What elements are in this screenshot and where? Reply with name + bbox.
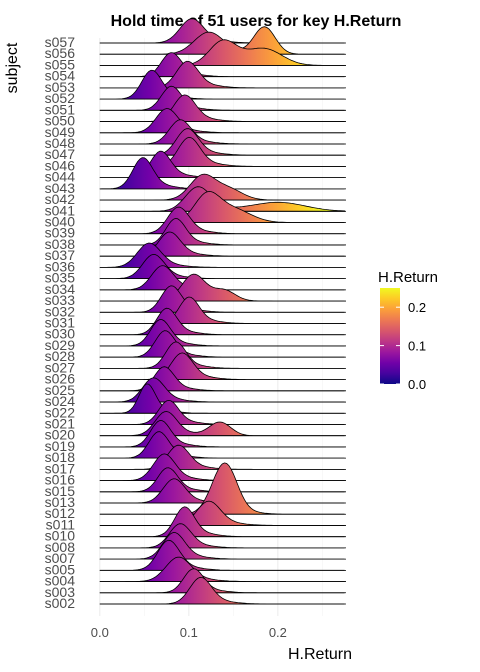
y-tick-label: s031 xyxy=(45,315,76,331)
y-tick-label: s013 xyxy=(45,494,76,510)
legend-tick-label: 0.1 xyxy=(408,339,426,354)
ridge-s055 xyxy=(99,39,345,66)
y-tick-label: s027 xyxy=(45,359,76,375)
y-tick-label: s024 xyxy=(45,393,76,409)
y-tick-label: s019 xyxy=(45,438,76,454)
y-tick-label: s044 xyxy=(45,169,76,185)
y-tick-label: s054 xyxy=(45,68,76,84)
chart-title: Hold time of 51 users for key H.Return xyxy=(111,13,402,30)
y-tick-label: s030 xyxy=(45,326,76,342)
y-tick-label: s029 xyxy=(45,337,76,353)
y-tick-label: s007 xyxy=(45,550,76,566)
y-tick-label: s036 xyxy=(45,258,76,274)
y-tick-label: s032 xyxy=(45,303,76,319)
y-tick-label: s016 xyxy=(45,472,76,488)
y-tick-label: s015 xyxy=(45,483,76,499)
y-tick-label: s052 xyxy=(45,90,76,106)
y-tick-label: s043 xyxy=(45,180,76,196)
y-tick-label: s051 xyxy=(45,101,76,117)
x-tick-label: 0.1 xyxy=(180,625,198,640)
y-tick-label: s047 xyxy=(45,146,76,162)
y-tick-label: s046 xyxy=(45,157,76,173)
y-tick-label: s021 xyxy=(45,416,76,432)
y-tick-label: s003 xyxy=(45,584,76,600)
legend-ticks: 0.0 0.1 0.2 xyxy=(380,300,426,392)
x-tick-labels: 0.0 0.1 0.2 xyxy=(91,625,287,640)
y-tick-label: s041 xyxy=(45,202,76,218)
y-tick-label: s022 xyxy=(45,404,76,420)
y-tick-label: s039 xyxy=(45,225,76,241)
y-tick-label: s011 xyxy=(46,517,76,533)
ridge-s005 xyxy=(99,539,345,571)
x-tick-label: 0.2 xyxy=(269,625,287,640)
ridge-s052 xyxy=(99,69,345,100)
legend: H.Return 0.0 0.1 0.2 xyxy=(378,269,438,392)
y-tick-label: s034 xyxy=(45,281,76,297)
ridge-s046 xyxy=(99,136,345,167)
y-tick-label: s057 xyxy=(45,34,76,50)
x-tick-label: 0.0 xyxy=(91,625,109,640)
y-tick-label: s050 xyxy=(45,113,76,129)
y-tick-label: s004 xyxy=(45,573,76,589)
y-tick-label: s025 xyxy=(45,382,76,398)
y-tick-label: s018 xyxy=(45,449,76,465)
y-tick-label: s042 xyxy=(45,191,76,207)
legend-tick-label: 0.2 xyxy=(408,300,426,315)
ridge-s020 xyxy=(99,411,345,437)
ridge-s036 xyxy=(99,242,345,268)
ridges xyxy=(99,18,346,605)
y-tick-label: s010 xyxy=(45,528,76,544)
y-tick-label: s049 xyxy=(45,124,76,140)
y-tick-label: s035 xyxy=(45,270,76,286)
legend-tick-label: 0.0 xyxy=(408,377,426,392)
y-tick-labels: s002s003s004s005s007s008s010s011s012s013… xyxy=(45,34,76,611)
legend-colorbar xyxy=(380,288,400,384)
y-tick-label: s020 xyxy=(45,427,76,443)
y-tick-label: s002 xyxy=(45,595,76,611)
y-tick-label: s005 xyxy=(45,561,76,577)
y-tick-label: s038 xyxy=(45,236,76,252)
y-tick-label: s040 xyxy=(45,214,76,230)
ridge-s012 xyxy=(99,462,345,515)
y-tick-label: s017 xyxy=(45,460,76,476)
legend-title: H.Return xyxy=(378,269,438,286)
y-axis-label: subject xyxy=(4,42,21,93)
ridge-s004 xyxy=(99,556,345,582)
y-tick-label: s055 xyxy=(45,56,76,72)
gridlines xyxy=(99,38,323,616)
y-tick-label: s028 xyxy=(45,348,76,364)
y-tick-label: s012 xyxy=(45,505,76,521)
y-tick-label: s033 xyxy=(45,292,76,308)
y-tick-label: s026 xyxy=(45,371,76,387)
y-tick-label: s053 xyxy=(45,79,76,95)
y-tick-label: s037 xyxy=(45,247,76,263)
y-tick-label: s008 xyxy=(45,539,76,555)
y-tick-label: s048 xyxy=(45,135,76,151)
x-axis-label: H.Return xyxy=(288,646,352,663)
y-tick-label: s056 xyxy=(45,45,76,61)
